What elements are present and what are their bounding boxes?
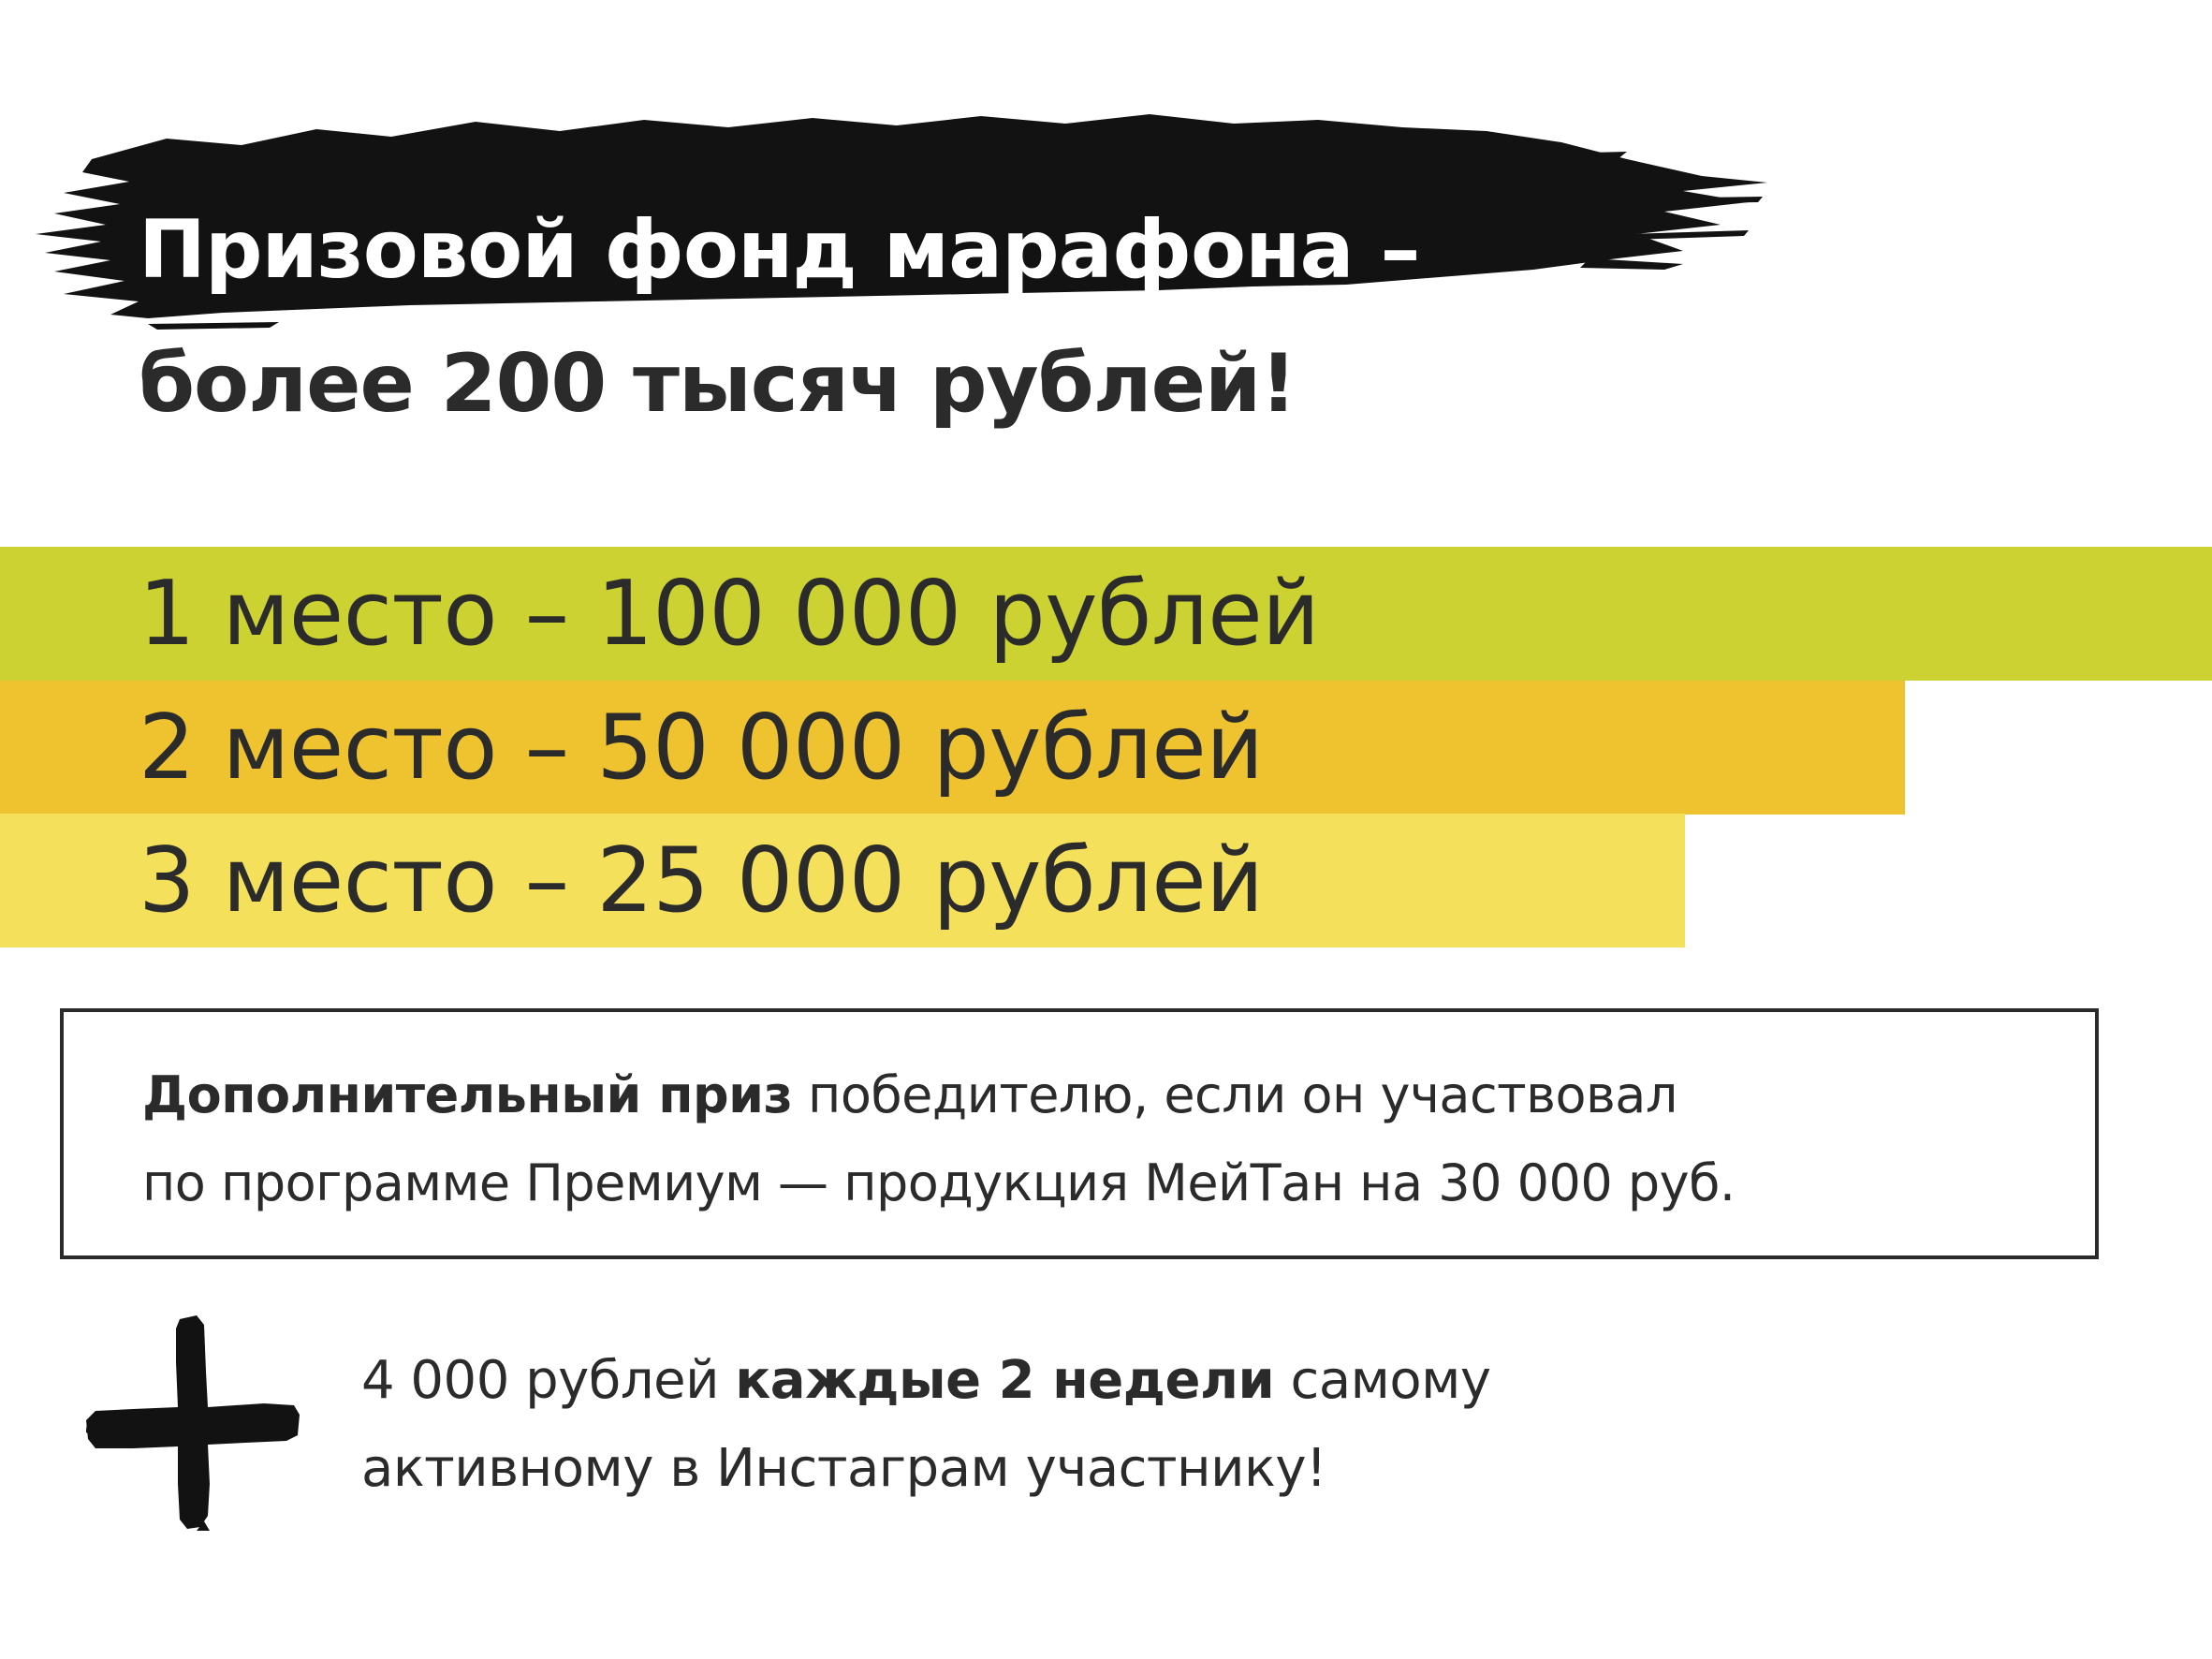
prize-label-first-place: 1 место – 100 000 рублей (139, 562, 1320, 666)
bonus-prize-box: Дополнительный приз победителю, если он … (60, 1008, 2099, 1259)
prize-label-second-place: 2 место – 50 000 рублей (139, 696, 1264, 800)
instagram-prize-suffix: самому (1274, 1350, 1492, 1411)
headline-line-1: Призовой фонд марафона – (139, 203, 1421, 297)
bonus-prize-bold: Дополнительный приз (142, 1065, 793, 1124)
plus-icon (86, 1315, 300, 1531)
bonus-prize-line-2: по программе Премиум — продукция МейТан … (142, 1153, 1736, 1212)
instagram-prize-bold: каждые 2 недели (735, 1350, 1275, 1411)
bonus-prize-rest-line-1: победителю, если он участвовал (792, 1065, 1677, 1124)
prize-bar-first-place: 1 место – 100 000 рублей (0, 547, 2212, 681)
headline: Призовой фонд марафона – более 200 тысяч… (139, 184, 1421, 451)
prize-label-third-place: 3 место – 25 000 рублей (139, 829, 1264, 932)
brush-stroke-icon (36, 114, 1767, 330)
headline-line-2: более 200 тысяч рублей! (139, 337, 1296, 431)
instagram-prize-prefix: 4 000 рублей (361, 1350, 736, 1411)
instagram-prize-text: 4 000 рублей каждые 2 недели самому акти… (361, 1337, 1491, 1513)
bonus-prize-text: Дополнительный приз победителю, если он … (142, 1051, 1736, 1227)
instagram-prize-line-2: активному в Инстаграм участнику! (361, 1438, 1326, 1499)
prize-bar-third-place: 3 место – 25 000 рублей (0, 814, 1685, 947)
prize-bar-second-place: 2 место – 50 000 рублей (0, 681, 1905, 815)
